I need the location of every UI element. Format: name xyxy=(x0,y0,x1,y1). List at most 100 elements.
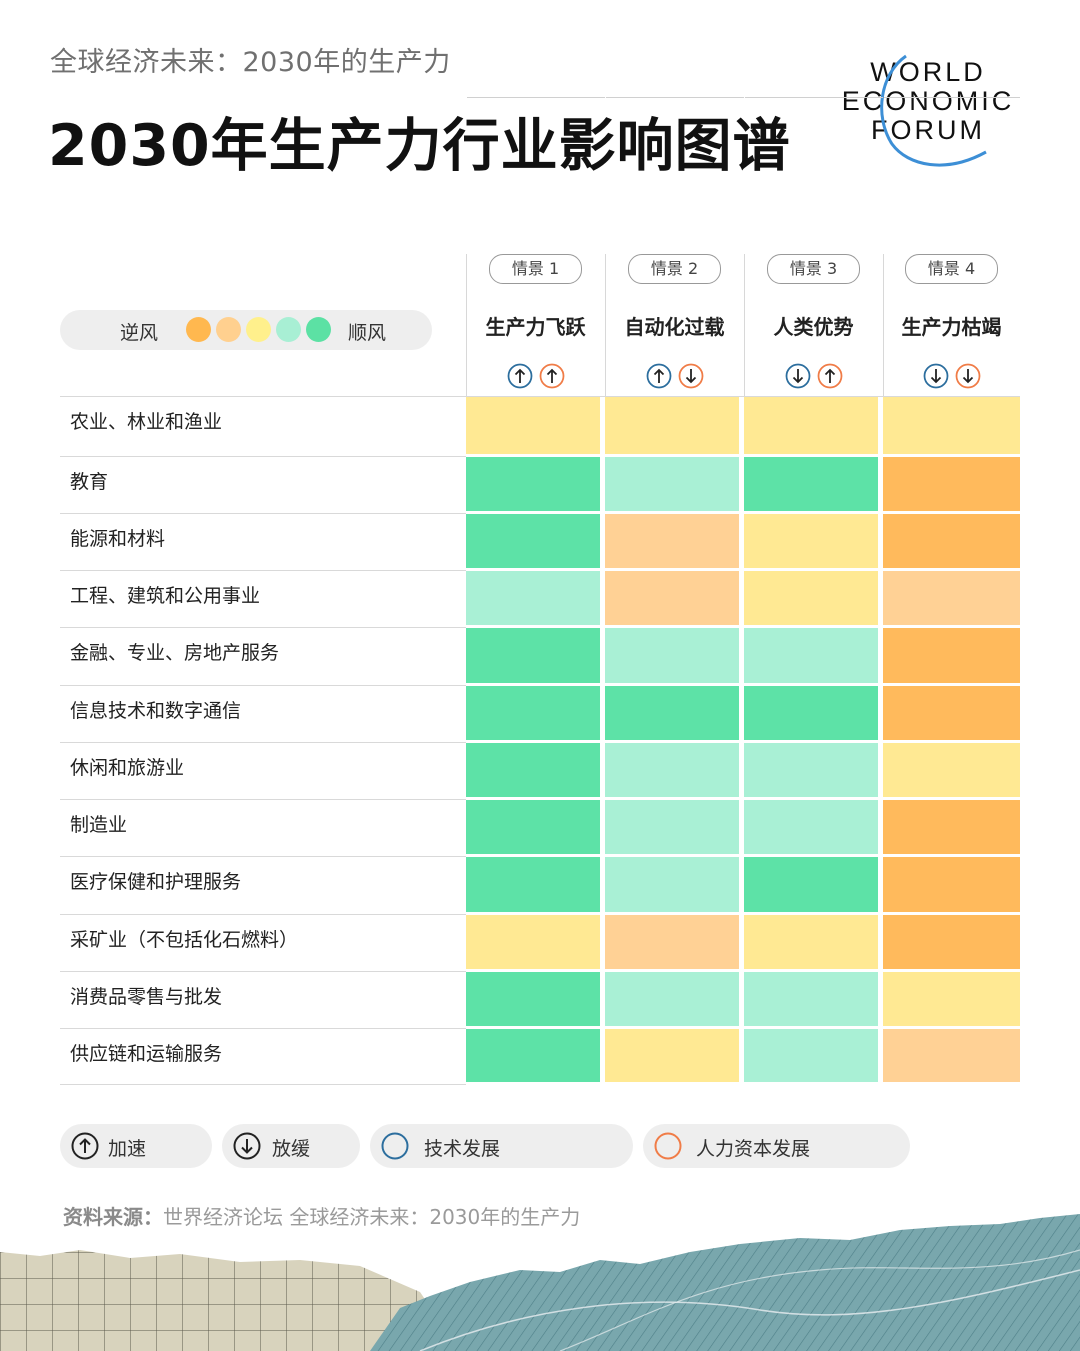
heatmap-cell xyxy=(466,457,600,511)
heatmap-cell xyxy=(605,457,739,511)
scenario-2: 情景 2 自动化过载 xyxy=(605,254,744,396)
heatmap-cell xyxy=(883,686,1020,740)
heatmap-cell xyxy=(744,800,878,854)
heatmap-cell xyxy=(744,457,878,511)
wef-logo: WORLD ECONOMIC FORUM xyxy=(842,54,1015,167)
row-label: 金融、专业、房地产服务 xyxy=(70,642,280,664)
page-subtitle: 全球经济未来：2030年的生产力 xyxy=(50,47,451,78)
heatmap-cell xyxy=(605,686,739,740)
row-label: 制造业 xyxy=(70,814,128,836)
heatmap-cell xyxy=(883,857,1020,912)
row-divider xyxy=(60,856,466,857)
wind-scale-legend: 逆风 顺风 xyxy=(60,310,432,350)
legend-accelerate-label: 加速 xyxy=(108,1138,147,1160)
legend-tech-label: 技术发展 xyxy=(424,1138,501,1160)
arrow-down-icon xyxy=(233,1132,261,1160)
row-divider xyxy=(60,456,466,457)
row-divider xyxy=(60,914,466,915)
scenario-underline xyxy=(745,97,883,98)
legend-tech: 技术发展 xyxy=(370,1124,633,1168)
heatmap-cell xyxy=(744,571,878,625)
row-label: 教育 xyxy=(70,471,109,493)
map-road-2 xyxy=(559,1249,1080,1351)
source-label: 资料来源： xyxy=(63,1205,163,1229)
row-divider xyxy=(60,685,466,686)
heatmap-cell xyxy=(466,686,600,740)
legend-slow: 放缓 xyxy=(222,1124,360,1168)
row-label: 休闲和旅游业 xyxy=(70,757,185,779)
heatmap-cell xyxy=(744,1029,878,1082)
row-divider xyxy=(60,1084,466,1085)
scenario-divider xyxy=(605,254,606,396)
scenario-underline xyxy=(884,97,1020,98)
arrow-down-tech-icon xyxy=(785,363,810,389)
scale-dot-1 xyxy=(186,317,211,342)
map-road xyxy=(419,1269,1080,1351)
heatmap-cell xyxy=(883,457,1020,511)
heatmap-cell xyxy=(744,915,878,969)
decorative-map-strip xyxy=(0,1214,1080,1351)
heatmap-cell xyxy=(744,857,878,912)
scenario-underline xyxy=(467,97,605,98)
row-label: 供应链和运输服务 xyxy=(70,1043,223,1065)
heatmap-cell xyxy=(883,628,1020,683)
scenario-tag: 情景 4 xyxy=(904,254,999,284)
heatmap-cell xyxy=(605,857,739,912)
heatmap-cell xyxy=(605,397,739,454)
scale-dot-2 xyxy=(216,317,241,342)
heatmap-cell xyxy=(605,628,739,683)
scenario-4: 情景 4 生产力枯竭 xyxy=(883,254,1020,396)
scenario-tag: 情景 1 xyxy=(488,254,583,284)
scale-dot-5 xyxy=(306,317,331,342)
scenario-name: 人类优势 xyxy=(773,315,854,339)
heatmap-cell xyxy=(605,915,739,969)
legend-accelerate: 加速 xyxy=(60,1124,212,1168)
logo-line-1: WORLD xyxy=(870,57,986,87)
heatmap-cell xyxy=(744,514,878,568)
logo-line-2: ECONOMIC xyxy=(842,86,1015,116)
heatmap-cell xyxy=(883,800,1020,854)
headwind-label: 逆风 xyxy=(120,322,159,344)
scale-dot-3 xyxy=(246,317,271,342)
logo-line-3: FORUM xyxy=(871,115,985,145)
arrow-up-tech-icon xyxy=(507,363,532,389)
heatmap-cell xyxy=(466,972,600,1026)
row-label: 采矿业（不包括化石燃料） xyxy=(70,929,299,951)
row-label: 信息技术和数字通信 xyxy=(70,700,242,722)
heatmap-cell xyxy=(466,397,600,454)
scale-dots xyxy=(186,317,331,342)
heatmap-cell xyxy=(466,915,600,969)
row-divider xyxy=(60,1028,466,1029)
heatmap-cell xyxy=(466,743,600,797)
heatmap-cell xyxy=(605,571,739,625)
row-divider xyxy=(60,627,466,628)
scenario-name: 自动化过载 xyxy=(624,315,725,339)
scenario-name: 生产力枯竭 xyxy=(901,315,1002,339)
legend-human: 人力资本发展 xyxy=(643,1124,910,1168)
row-label: 消费品零售与批发 xyxy=(70,986,223,1008)
legend-human-label: 人力资本发展 xyxy=(696,1138,811,1160)
scenario-tag: 情景 2 xyxy=(627,254,722,284)
scenario-tag: 情景 3 xyxy=(766,254,861,284)
human-circle-icon xyxy=(654,1132,682,1160)
heatmap-cell xyxy=(744,628,878,683)
arrow-up-human-icon xyxy=(817,363,842,389)
heatmap-cell xyxy=(605,514,739,568)
arrow-up-human-icon xyxy=(539,363,564,389)
grid-paper xyxy=(0,1250,460,1351)
scenario-1: 情景 1 生产力飞跃 xyxy=(466,254,605,396)
legend-slow-label: 放缓 xyxy=(272,1138,311,1160)
scenario-icons xyxy=(605,362,744,390)
scenario-divider xyxy=(883,254,884,396)
arrow-up-icon xyxy=(71,1132,99,1160)
heatmap-cell xyxy=(883,1029,1020,1082)
heatmap-cell xyxy=(744,743,878,797)
row-divider xyxy=(60,971,466,972)
heatmap-cell xyxy=(883,915,1020,969)
arrow-down-human-icon xyxy=(678,363,703,389)
page-title: 2030年生产力行业影响图谱 xyxy=(48,113,791,179)
heatmap-cell xyxy=(466,571,600,625)
heatmap-cell xyxy=(883,571,1020,625)
heatmap-cell xyxy=(883,972,1020,1026)
scenario-divider xyxy=(744,254,745,396)
